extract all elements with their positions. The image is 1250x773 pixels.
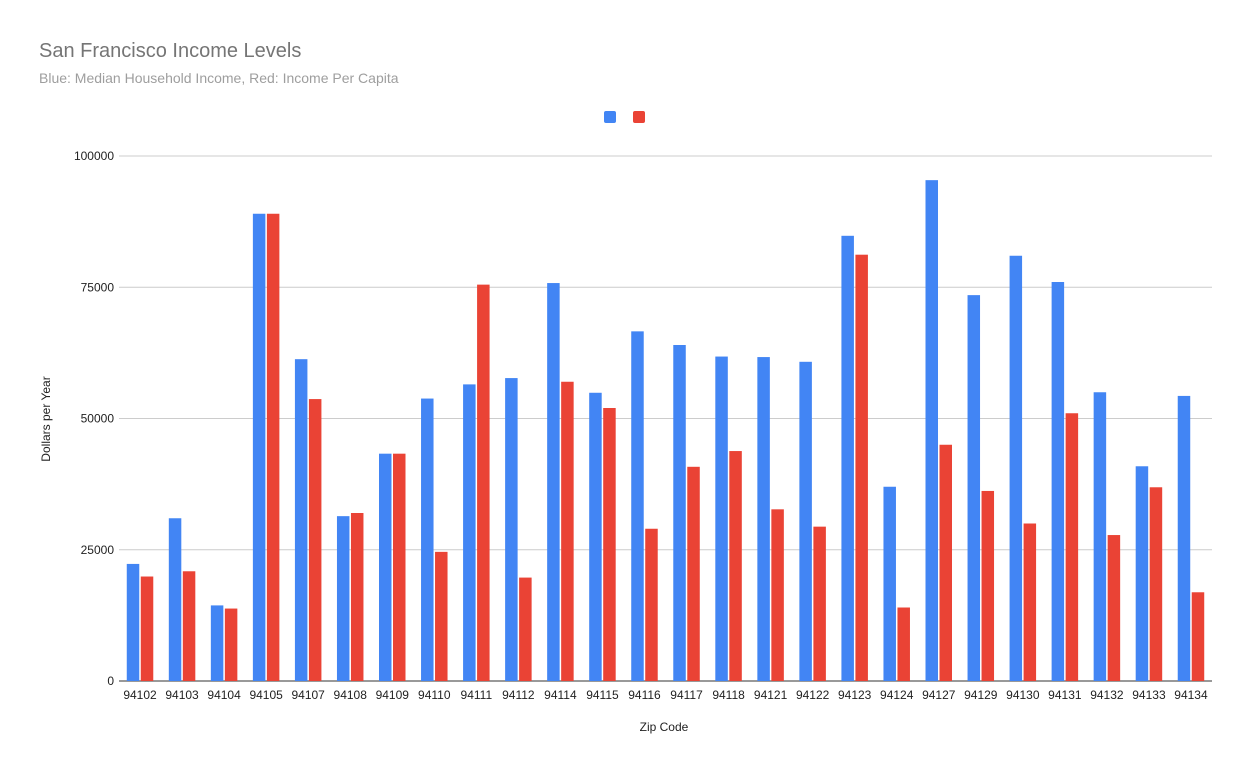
bar-series-1-94118 — [715, 356, 728, 681]
bar-series-2-94134 — [1191, 592, 1205, 681]
y-tick-label: 50000 — [81, 412, 115, 426]
bar-series-2-94131 — [1065, 413, 1079, 681]
bar-series-1-94127 — [925, 180, 938, 681]
bar-series-2-94121 — [771, 509, 784, 681]
bar-series-1-94105 — [252, 213, 266, 681]
bar-series-2-94107 — [308, 399, 322, 681]
bar-series-2-94104 — [224, 608, 238, 681]
bar-series-2-94103 — [182, 571, 196, 681]
bar-series-1-94103 — [168, 518, 182, 681]
bar-series-2-94108 — [350, 513, 364, 681]
bar-series-2-94112 — [519, 577, 532, 681]
x-tick-label: 94121 — [754, 688, 788, 702]
chart-subtitle: Blue: Median Household Income, Red: Inco… — [39, 70, 399, 86]
axis-layer: 0 25000 50000 75000 100000 94102 94103 94104 941… — [74, 149, 1208, 702]
bar-series-1-94133 — [1135, 466, 1149, 681]
chart-title: San Francisco Income Levels — [39, 40, 302, 62]
bar-series-2-94117 — [687, 466, 700, 681]
bar-series-2-94132 — [1107, 535, 1121, 681]
x-tick-label: 94104 — [207, 688, 241, 702]
x-tick-label: 94117 — [670, 688, 703, 702]
y-tick-label: 0 — [107, 674, 114, 688]
x-tick-label: 94105 — [249, 688, 283, 702]
legend-swatch-series-1 — [604, 111, 616, 123]
bar-series-2-94102 — [140, 576, 154, 681]
bar-series-2-94124 — [897, 607, 910, 681]
bar-series-1-94131 — [1051, 282, 1065, 681]
x-tick-label: 94115 — [586, 688, 619, 702]
legend-swatch-series-2 — [633, 111, 645, 123]
bar-series-1-94134 — [1177, 395, 1191, 681]
y-tick-label: 25000 — [81, 543, 115, 557]
x-tick-label: 94108 — [334, 688, 368, 702]
bar-series-2-94116 — [645, 528, 658, 681]
x-tick-label: 94109 — [376, 688, 410, 702]
x-tick-label: 94103 — [165, 688, 199, 702]
bar-series-2-94122 — [813, 526, 826, 681]
bar-series-1-94114 — [547, 283, 560, 681]
x-tick-label: 94116 — [628, 688, 661, 702]
x-tick-label: 94111 — [461, 688, 493, 702]
x-axis-label: Zip Code — [640, 720, 689, 734]
bar-series-2-94111 — [477, 284, 490, 682]
bar-series-2-94114 — [561, 381, 574, 681]
bar-series-1-94122 — [799, 361, 812, 681]
bar-series-2-94130 — [1023, 523, 1037, 681]
bar-series-1-94116 — [631, 331, 644, 681]
bar-series-1-94107 — [294, 359, 308, 681]
x-tick-label: 94110 — [418, 688, 451, 702]
x-tick-label: 94133 — [1132, 688, 1166, 702]
bar-series-1-94121 — [757, 357, 770, 681]
x-tick-label: 94124 — [880, 688, 914, 702]
bar-series-1-94110 — [421, 398, 434, 681]
bar-series-1-94132 — [1093, 392, 1107, 681]
bar-series-1-94129 — [967, 295, 981, 682]
bar-series-1-94111 — [463, 384, 476, 682]
x-tick-label: 94134 — [1174, 688, 1208, 702]
bar-series-2-94105 — [266, 213, 280, 681]
y-axis-label: Dollars per Year — [39, 376, 53, 461]
x-tick-label: 94122 — [796, 688, 830, 702]
bar-series-2-94123 — [855, 254, 868, 681]
bar-series-2-94109 — [393, 453, 406, 681]
bar-series-2-94118 — [729, 451, 742, 681]
bar-layer — [126, 180, 1205, 682]
grid-layer — [119, 155, 1212, 682]
x-tick-label: 94114 — [544, 688, 577, 702]
bar-series-1-94130 — [1009, 255, 1023, 681]
bar-series-2-94129 — [981, 490, 995, 681]
x-tick-label: 94127 — [922, 688, 956, 702]
x-tick-label: 94132 — [1090, 688, 1124, 702]
x-tick-label: 94112 — [502, 688, 535, 702]
x-tick-label: 94107 — [291, 688, 325, 702]
x-tick-label: 94102 — [123, 688, 157, 702]
bar-series-2-94133 — [1149, 487, 1163, 681]
bar-series-1-94109 — [379, 453, 392, 681]
y-tick-label: 75000 — [81, 280, 115, 294]
bar-series-2-94115 — [603, 408, 616, 681]
bar-series-1-94112 — [505, 378, 518, 681]
bar-series-1-94123 — [841, 235, 854, 682]
bar-series-1-94108 — [336, 516, 350, 681]
x-tick-label: 94118 — [712, 688, 745, 702]
x-tick-label: 94123 — [838, 688, 872, 702]
bar-series-2-94110 — [435, 551, 448, 681]
x-tick-label: 94129 — [964, 688, 998, 702]
bar-series-1-94102 — [126, 563, 140, 681]
y-tick-label: 100000 — [74, 149, 114, 163]
bar-series-1-94115 — [589, 392, 602, 681]
bar-series-1-94104 — [210, 605, 224, 681]
bar-series-1-94124 — [883, 486, 896, 681]
bar-series-1-94117 — [673, 345, 686, 681]
x-tick-label: 94131 — [1048, 688, 1082, 702]
x-tick-label: 94130 — [1006, 688, 1040, 702]
bar-series-2-94127 — [939, 444, 952, 681]
